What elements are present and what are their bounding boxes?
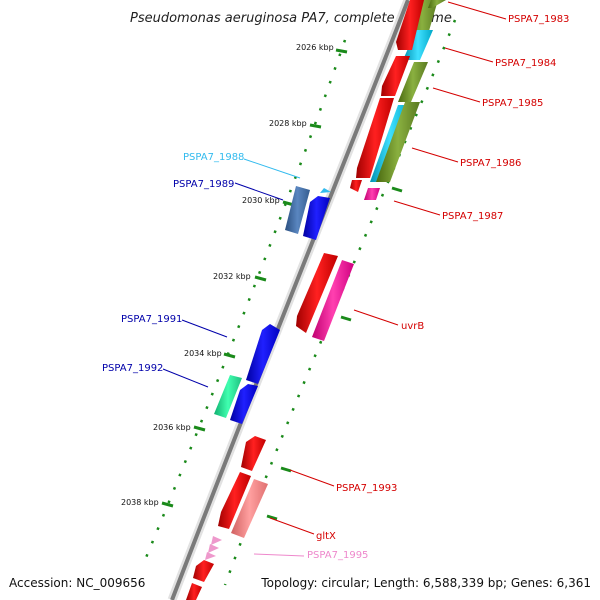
tick-label: 2030 kbp: [242, 196, 280, 205]
gene-PSPA7_1983-feature[interactable]: [356, 98, 394, 178]
tick-label: 2038 kbp: [121, 498, 159, 507]
gene-PSPA7_1986-feature[interactable]: [376, 102, 420, 182]
gene-label[interactable]: PSPA7_1991: [121, 314, 182, 325]
gene-PSPA7_1983-feature[interactable]: [396, 0, 424, 50]
leader-line: [243, 158, 301, 179]
gene-label[interactable]: PSPA7_1987: [442, 211, 503, 222]
leader-line: [162, 368, 209, 388]
gene-PSPA7_1985-feature[interactable]: [398, 62, 428, 102]
tick-mark: [309, 123, 322, 129]
map-title: Pseudomonas aeruginosa PA7, complete gen…: [130, 11, 452, 26]
track-mark: [266, 514, 278, 521]
gene-label[interactable]: uvrB: [401, 321, 424, 332]
track-mark: [340, 315, 352, 322]
gene-label[interactable]: PSPA7_1993: [336, 483, 397, 494]
tick-label: 2034 kbp: [184, 349, 222, 358]
gene-label[interactable]: PSPA7_1986: [460, 158, 521, 169]
leader-line: [447, 1, 507, 20]
gene-PSPA7_1984-feature[interactable]: [428, 0, 446, 8]
leader-line: [353, 309, 399, 326]
gene-PSPA7_1995-feature[interactable]: [208, 544, 219, 553]
gene-gltX-feature[interactable]: [231, 479, 268, 538]
inner-track-marks: [266, 186, 403, 521]
tick-mark: [254, 275, 267, 282]
gene-PSPA7_1987-feature[interactable]: [350, 180, 362, 192]
gene-label[interactable]: PSPA7_1983: [508, 14, 569, 25]
tick-label: 2026 kbp: [296, 43, 334, 52]
gene-PSPA7_1987-feature[interactable]: [364, 188, 380, 200]
tick-mark: [223, 352, 236, 359]
gene-uvrB-feature[interactable]: [296, 253, 338, 333]
leader-line: [432, 87, 481, 103]
gene-PSPA7_1989-feature[interactable]: [285, 186, 310, 234]
tick-label: 2028 kbp: [269, 119, 307, 128]
gene-labels: PSPA7_1983 PSPA7_1984 PSPA7_1985 PSPA7_1…: [102, 1, 569, 561]
gene-PSPA7_1983-feature[interactable]: [381, 56, 410, 96]
gene-PSPA7_1988-feature[interactable]: [320, 188, 331, 193]
leader-line: [234, 182, 284, 201]
track-mark: [391, 186, 403, 193]
gene-label[interactable]: PSPA7_1988: [183, 152, 244, 163]
gene-PSPA7_1995-feature[interactable]: [205, 552, 216, 560]
gene-label[interactable]: PSPA7_1992: [102, 363, 163, 374]
tick-mark: [161, 501, 174, 508]
gene-PSPA7_1995-feature[interactable]: [211, 536, 222, 545]
accession-text: Accession: NC_009656: [9, 576, 145, 590]
gene-feature-bottom[interactable]: [193, 560, 214, 582]
gene-PSPA7_1992-feature[interactable]: [230, 384, 258, 424]
tick-mark: [335, 48, 348, 54]
gene-uvrB-feature[interactable]: [312, 260, 354, 341]
leader-line: [269, 517, 315, 535]
gene-PSPA7_1992-feature[interactable]: [214, 375, 242, 418]
tick-label: 2036 kbp: [153, 423, 191, 432]
leader-line: [253, 553, 305, 557]
leader-line: [393, 200, 441, 216]
leader-line: [289, 469, 335, 487]
gene-PSPA7_1993-feature[interactable]: [241, 436, 266, 471]
gene-label[interactable]: gltX: [316, 531, 336, 542]
gene-gltX-feature[interactable]: [218, 472, 251, 529]
tick-mark: [193, 425, 206, 432]
genome-summary-text: Topology: circular; Length: 6,588,339 bp…: [260, 576, 591, 590]
leader-line: [411, 147, 459, 163]
gene-label[interactable]: PSPA7_1989: [173, 179, 234, 190]
backbone: [170, 0, 410, 600]
gene-label[interactable]: PSPA7_1984: [495, 58, 556, 69]
tick-label: 2032 kbp: [213, 272, 251, 281]
leader-line: [444, 47, 494, 63]
gene-PSPA7_1989-feature[interactable]: [303, 196, 330, 240]
gene-PSPA7_1991-feature[interactable]: [246, 324, 280, 384]
gene-feature-bottom[interactable]: [186, 583, 202, 600]
leader-line: [181, 319, 228, 338]
track-mark: [280, 466, 292, 473]
gene-PSPA7_1986-feature[interactable]: [403, 30, 433, 60]
gene-label[interactable]: PSPA7_1985: [482, 98, 543, 109]
gene-label[interactable]: PSPA7_1995: [307, 550, 368, 561]
